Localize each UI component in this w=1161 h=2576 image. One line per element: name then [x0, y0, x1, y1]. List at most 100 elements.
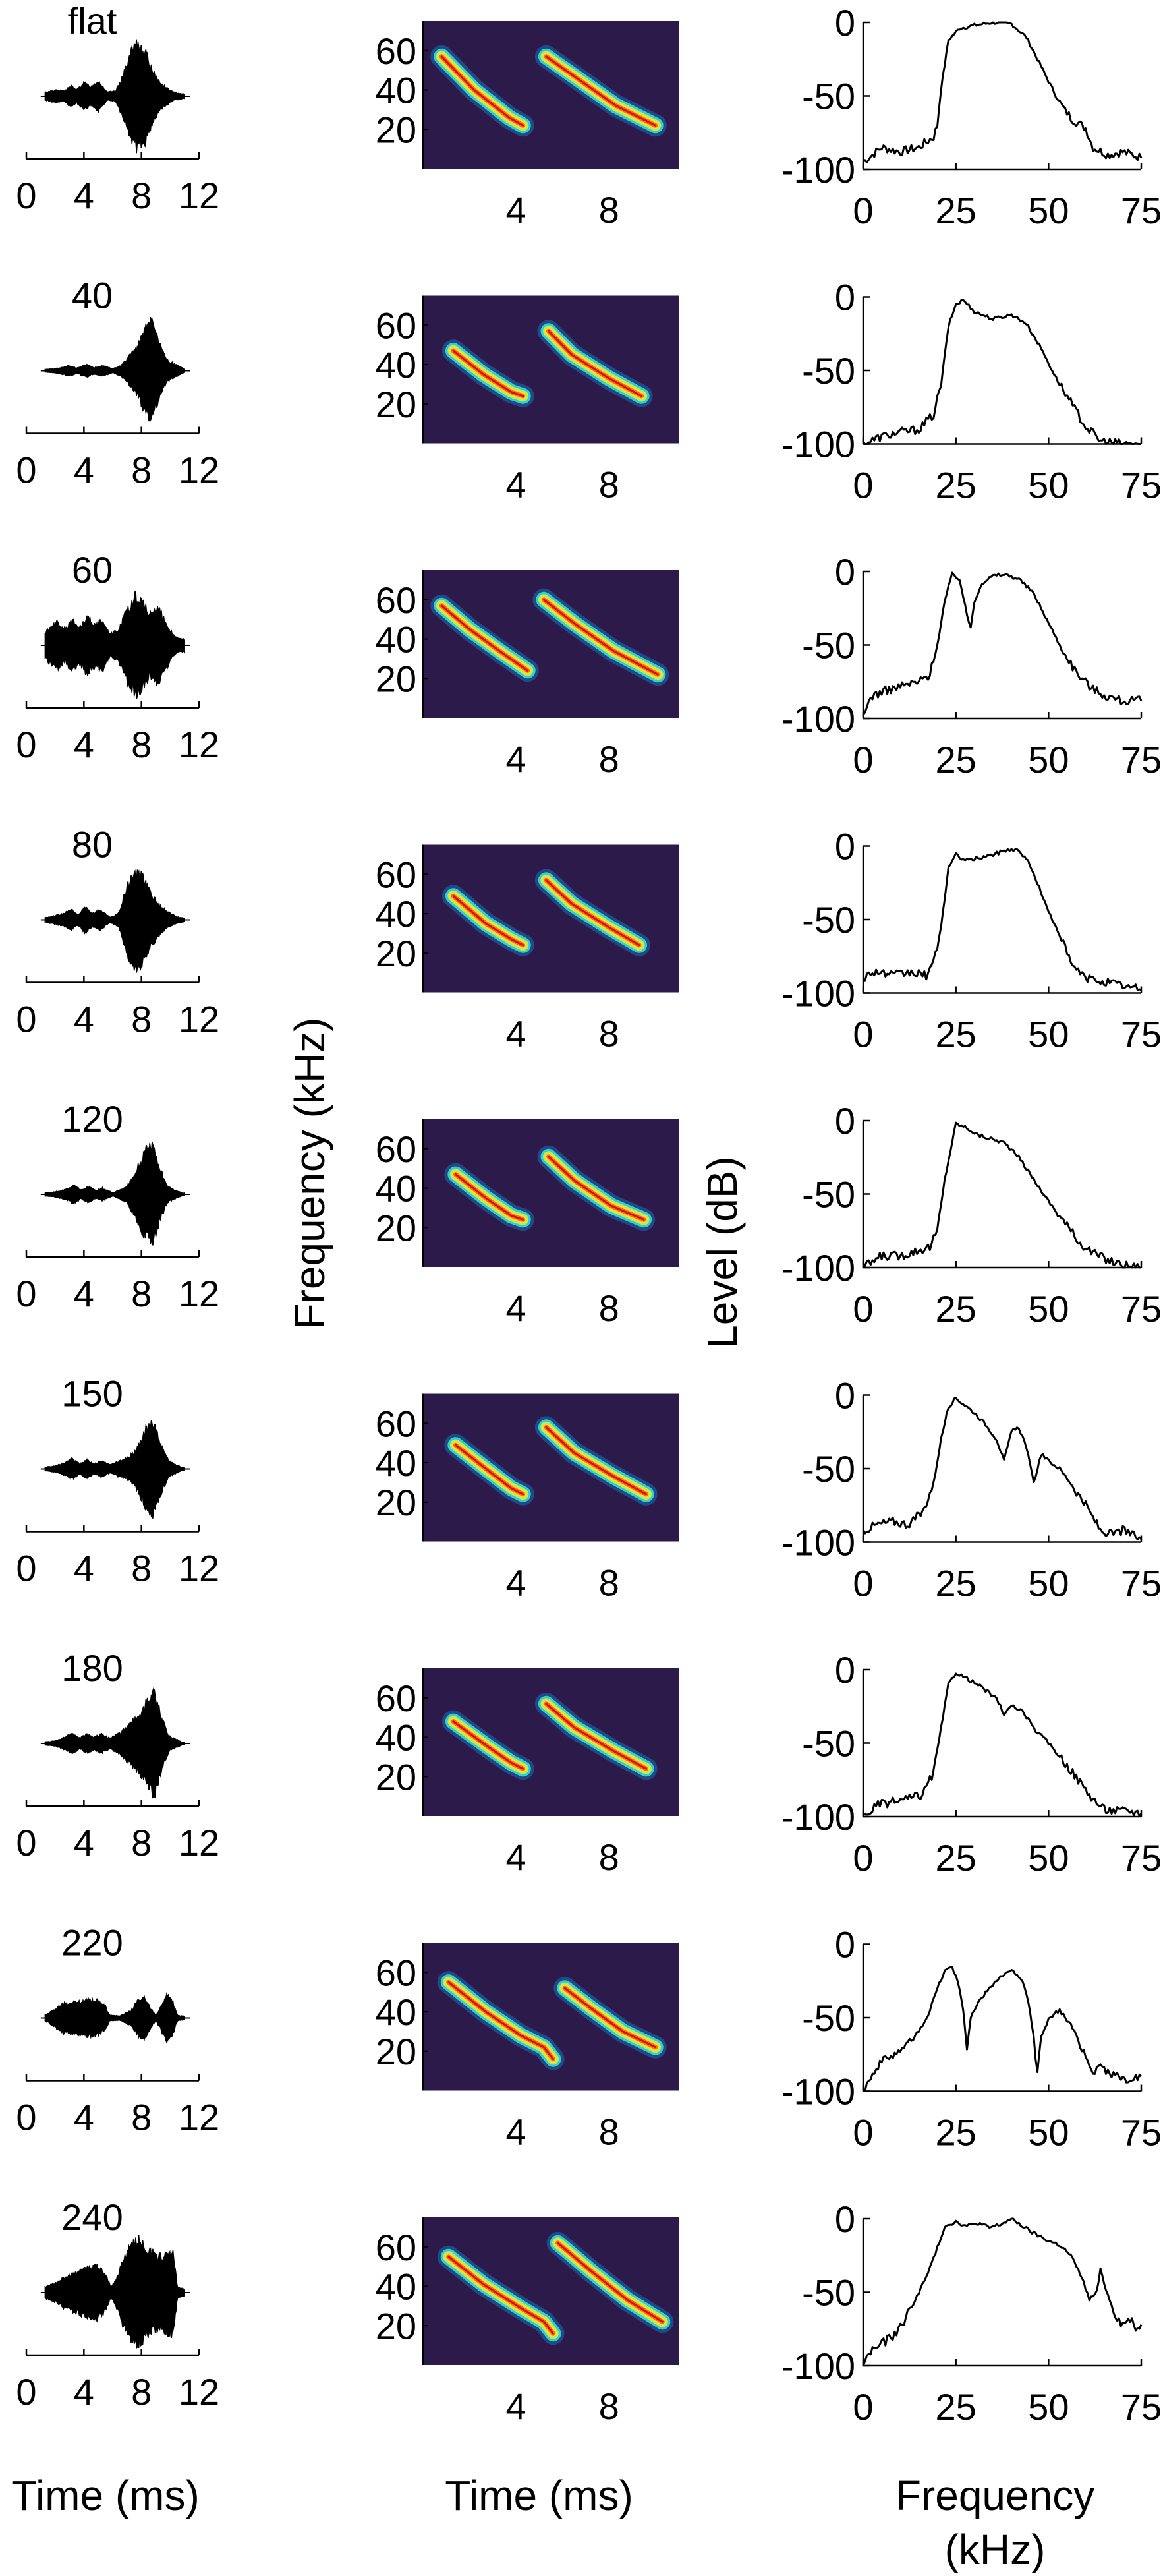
- waveform-x-tick-label: 8: [131, 1273, 152, 1314]
- spectrogram-calls: [444, 1416, 658, 1506]
- spectrum-y-tick-label: 0: [835, 1924, 855, 1966]
- col1-xlabel: Time (ms): [11, 2472, 200, 2519]
- spectrum-x-tick-label: 75: [1121, 1563, 1161, 1604]
- spectrogram-x-tick-label: 8: [599, 738, 619, 780]
- waveform-label-80: 80: [72, 824, 113, 865]
- waveform-trace: [44, 2235, 185, 2349]
- waveform-x-tick-label: 8: [131, 1548, 152, 1589]
- spectrogram-x-tick-label: 8: [599, 2111, 619, 2153]
- waveform-x-tick-label: 8: [131, 1822, 152, 1863]
- spectrum-x-tick-label: 50: [1028, 1563, 1069, 1604]
- waveform-x-tick-label: 4: [74, 999, 94, 1040]
- waveform-label-240: 240: [61, 2196, 123, 2238]
- spectrogram-y-tick-label: 40: [376, 1717, 416, 1759]
- spectrum-y-tick-label: 0: [835, 1100, 855, 1142]
- waveform-panel-40: 40 0 4 8 12: [16, 275, 219, 491]
- spectrum-x-tick-label: 50: [1028, 2112, 1069, 2153]
- waveform-x-tick-label: 12: [179, 2371, 219, 2413]
- spectrum-y-tick-label: -50: [802, 1997, 855, 2039]
- spectrum-x-tick-label: 25: [936, 739, 977, 780]
- spectrum-x-tick-label: 0: [853, 190, 873, 231]
- waveform-panel-180: 180 0 4 8 12: [16, 1647, 219, 1863]
- spectrogram-y-tick-label: 60: [376, 305, 416, 346]
- spectrum-y-tick-label: -100: [781, 973, 855, 1014]
- spectrogram-y-tick-label: 60: [376, 1678, 416, 1719]
- spectrogram-y-tick-label: 60: [376, 1952, 416, 1993]
- waveform-trace: [44, 869, 185, 973]
- waveform-x-tick-label: 0: [16, 1273, 36, 1314]
- spectrogram-calls: [437, 2231, 674, 2345]
- spectrogram-background: [423, 1393, 679, 1542]
- spectrogram-call-core: [454, 1173, 524, 1221]
- spectrogram-call-core: [447, 2256, 554, 2335]
- spectrogram-y-tick-label: 40: [376, 344, 416, 386]
- spectrogram-x-tick-label: 8: [599, 1013, 619, 1055]
- spectrogram-x-tick-label: 8: [599, 2386, 619, 2427]
- waveform-label-40: 40: [72, 275, 113, 316]
- spectrum-x-tick-label: 50: [1028, 1288, 1069, 1330]
- spectrum-x-tick-label: 75: [1121, 1288, 1161, 1330]
- spectrogram-call-core: [545, 879, 640, 947]
- spectrogram-call-core: [548, 1156, 645, 1221]
- spectrogram-y-tick-label: 20: [376, 384, 416, 425]
- waveform-panel-150: 150 0 4 8 12: [16, 1373, 219, 1589]
- spectrum-y-tick-label: -50: [802, 76, 855, 117]
- waveform-x-tick-label: 4: [74, 1548, 94, 1589]
- spectrogram-call-core: [557, 2242, 664, 2323]
- waveform-trace: [44, 317, 185, 422]
- spectrum-x-tick-label: 0: [853, 2112, 873, 2153]
- spectrum-x-tick-label: 50: [1028, 1014, 1069, 1055]
- spectrum-x-tick-label: 75: [1121, 1014, 1161, 1055]
- waveform-x-tick-label: 12: [179, 724, 219, 765]
- spectrogram-x-tick-label: 4: [506, 738, 526, 780]
- spectrogram-background: [423, 21, 679, 169]
- spectrogram-x-tick-label: 4: [506, 189, 526, 231]
- spectrogram-x-tick-label: 8: [599, 1562, 619, 1604]
- spectrogram-y-tick-label: 60: [376, 1403, 416, 1444]
- spectrum-x-tick-label: 50: [1028, 2386, 1069, 2428]
- spectrogram-call-core: [548, 330, 643, 397]
- waveform-panel-60: 60 0 4 8 12: [16, 549, 219, 765]
- waveform-x-tick-label: 0: [16, 1822, 36, 1863]
- waveform-x-tick-label: 4: [74, 724, 94, 765]
- spectrum-y-tick-label: 0: [835, 2198, 855, 2240]
- spectrogram-y-tick-label: 20: [376, 2031, 416, 2072]
- col3-ylabel: Level (dB): [698, 1156, 746, 1349]
- spectrogram-calls: [441, 1692, 658, 1780]
- spectrogram-call-core: [545, 1703, 648, 1770]
- spectrum-x-tick-label: 75: [1121, 190, 1161, 231]
- spectrogram-y-tick-label: 60: [376, 30, 416, 72]
- spectrogram-calls: [430, 45, 667, 137]
- spectrum-x-tick-label: 50: [1028, 739, 1069, 780]
- spectrogram-call-core: [447, 1981, 554, 2061]
- waveform-x-tick-label: 8: [131, 999, 152, 1040]
- spectrum-y-tick-label: -50: [802, 1174, 855, 1215]
- waveform-label-120: 120: [61, 1098, 123, 1140]
- waveform-x-tick-label: 8: [131, 175, 152, 216]
- spectrum-y-tick-label: -100: [781, 1796, 855, 1838]
- spectrum-x-tick-label: 50: [1028, 190, 1069, 231]
- spectrum-y-tick-label: 0: [835, 826, 855, 867]
- spectrum-x-tick-label: 0: [853, 739, 873, 780]
- spectrum-x-tick-label: 0: [853, 1563, 873, 1604]
- spectrogram-call-core: [452, 894, 524, 947]
- spectrogram-call-core: [452, 1720, 524, 1770]
- spectrum-line: [862, 1397, 1143, 1540]
- waveform-label-60: 60: [72, 549, 113, 591]
- waveform-x-tick-label: 12: [179, 1273, 219, 1314]
- waveform-x-tick-label: 4: [74, 450, 94, 491]
- spectrum-line: [863, 1966, 1142, 2092]
- spectrum-y-tick-label: -100: [781, 2345, 855, 2387]
- spectrogram-x-tick-label: 4: [506, 1836, 526, 1878]
- spectrum-x-tick-label: 75: [1121, 1837, 1161, 1879]
- waveform-x-tick-label: 12: [179, 450, 219, 491]
- spectrum-line: [862, 2217, 1143, 2366]
- spectrogram-x-tick-label: 4: [506, 464, 526, 506]
- spectrogram-x-tick-label: 4: [506, 2111, 526, 2153]
- spectrogram-y-tick-label: 20: [376, 109, 416, 150]
